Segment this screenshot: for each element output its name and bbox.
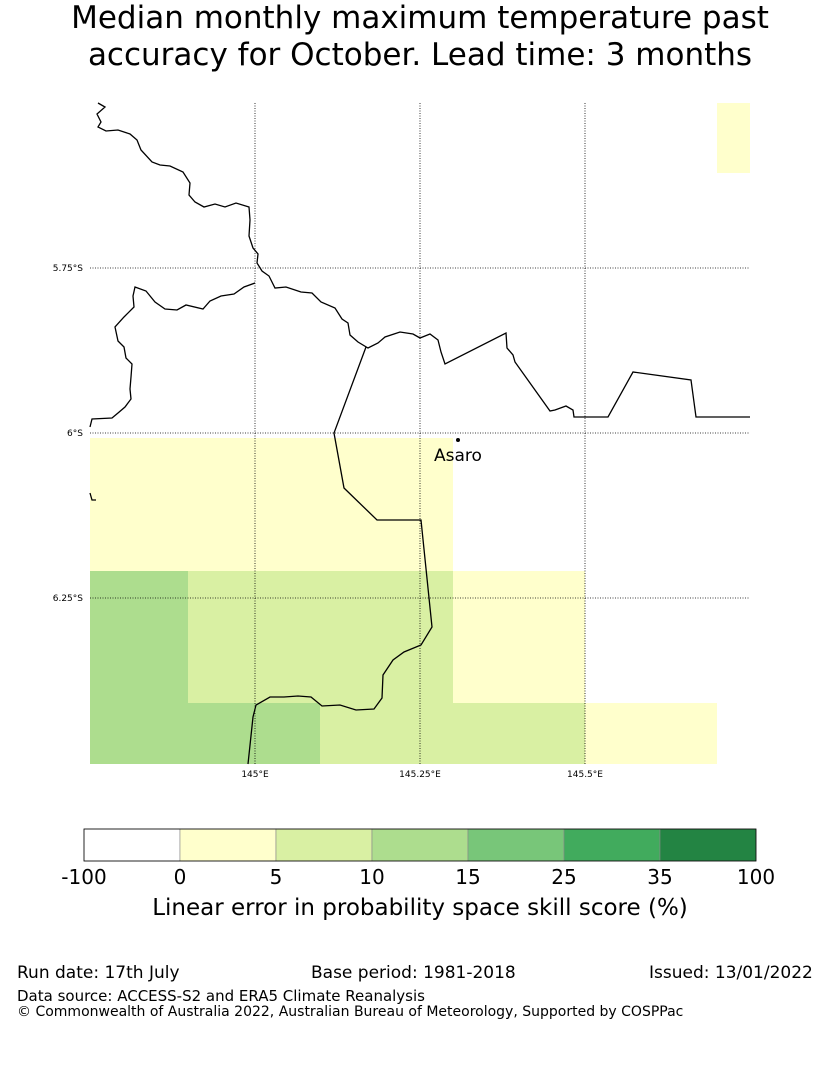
boundaries — [89, 102, 750, 765]
chart-title: Median monthly maximum temperature past … — [0, 0, 840, 74]
place-label: Asaro — [434, 446, 482, 466]
copyright: © Commonwealth of Australia 2022, Austra… — [17, 1004, 684, 1020]
skill-cells — [90, 103, 750, 764]
title-line-1: Median monthly maximum temperature past — [71, 0, 769, 36]
colorbar-label: Linear error in probability space skill … — [152, 895, 688, 921]
title-line-2: accuracy for October. Lead time: 3 month… — [87, 37, 753, 73]
base-period: Base period: 1981-2018 — [311, 963, 516, 983]
lon-label: 145°E — [241, 770, 269, 780]
colorbar-tick-label: -100 — [61, 865, 107, 889]
cell — [90, 571, 188, 764]
data-source: Data source: ACCESS-S2 and ERA5 Climate … — [17, 987, 425, 1005]
cell — [320, 703, 585, 764]
cell — [90, 438, 453, 571]
cell — [717, 103, 750, 173]
colorbar-tick-label: 5 — [269, 865, 283, 889]
lon-label: 145.25°E — [399, 770, 441, 780]
run-date: Run date: 17th July — [17, 963, 180, 983]
colorbar-segment — [659, 828, 757, 862]
cell — [188, 571, 453, 703]
colorbar-tick-label: 25 — [551, 865, 577, 889]
colorbar-tick-label: 15 — [455, 865, 481, 889]
lat-label: 6.25°S — [53, 594, 84, 604]
colorbar-segment — [563, 828, 661, 862]
lat-label: 5.75°S — [53, 264, 84, 274]
colorbar-tick-label: 35 — [647, 865, 673, 889]
colorbar-segment — [83, 828, 181, 862]
colorbar-tick-label: 0 — [173, 865, 187, 889]
lon-label: 145.5°E — [567, 770, 603, 780]
gridlines — [90, 103, 750, 764]
cell — [453, 571, 585, 703]
colorbar-segment — [179, 828, 277, 862]
colorbar-tick-label: 10 — [359, 865, 385, 889]
lat-label: 6°S — [67, 429, 83, 439]
colorbar-tick-label: 100 — [736, 865, 776, 889]
asaro-marker — [456, 438, 460, 442]
issued-date: Issued: 13/01/2022 — [649, 963, 813, 983]
colorbar-border — [83, 828, 757, 862]
colorbar-segment — [275, 828, 373, 862]
colorbar-segment — [371, 828, 469, 862]
colorbar-segment — [467, 828, 565, 862]
colorbar — [83, 828, 757, 862]
cell — [585, 703, 717, 764]
